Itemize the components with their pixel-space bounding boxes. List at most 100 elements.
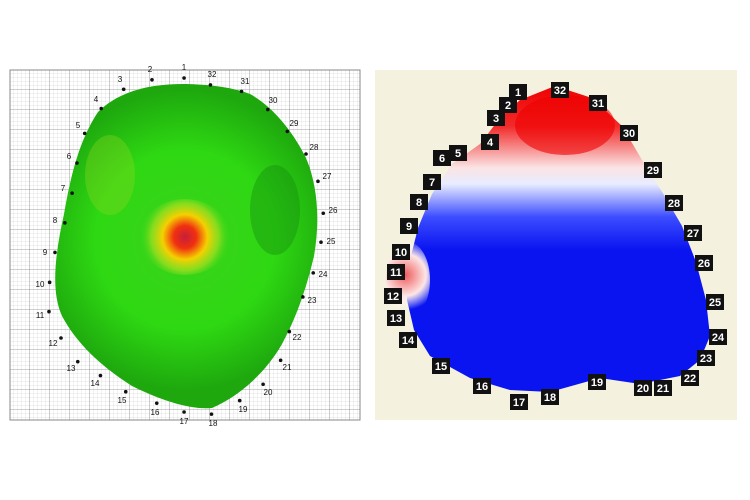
electrode-label: 28: [310, 143, 319, 152]
electrode-label: 14: [402, 335, 415, 347]
electrode-box: [510, 394, 528, 410]
electrode-box: [634, 380, 652, 396]
electrode-dot: [99, 106, 104, 111]
electrode-dot: [319, 240, 323, 245]
electrode-label: 13: [390, 313, 402, 325]
electrode-box: [644, 162, 662, 178]
electrode-dot: [261, 382, 265, 387]
electrode-label: 11: [390, 267, 402, 279]
electrode-label: 26: [698, 258, 710, 270]
electrode-dot: [75, 359, 80, 364]
electrode-label: 2: [148, 65, 153, 74]
electrode-label: 30: [623, 128, 635, 140]
electrode-label: 10: [395, 247, 407, 259]
electrode-box: [665, 195, 683, 211]
electrode-box: [654, 380, 672, 396]
electrode-box: [499, 97, 517, 113]
electrode-label: 32: [554, 85, 566, 97]
electrode-box: [487, 110, 505, 126]
electrode-label: 29: [290, 119, 299, 128]
electrode-dot: [265, 107, 270, 112]
electrode-box: [387, 310, 405, 326]
electrode-label: 4: [94, 95, 99, 104]
electrode-dot: [237, 398, 242, 403]
electrode-label: 9: [406, 221, 412, 233]
electrode-label: 30: [269, 96, 278, 105]
electrode-dot: [316, 179, 320, 184]
electrode-label: 22: [684, 373, 696, 385]
electrode-label: 18: [544, 392, 556, 404]
electrode-label: 3: [493, 113, 499, 125]
electrode-box: [709, 329, 727, 345]
electrode-box: [706, 294, 724, 310]
electrode-label: 3: [118, 75, 123, 84]
electrode-dot: [75, 161, 79, 165]
electrode-box: [697, 350, 715, 366]
electrode-label: 15: [435, 361, 447, 373]
electrode-dot: [239, 89, 244, 94]
electrode-dot: [82, 131, 87, 136]
electrode-label: 16: [476, 381, 488, 393]
electrode-box: [400, 218, 418, 234]
electrode-dot: [47, 309, 51, 314]
electrode-label: 7: [429, 177, 435, 189]
electrode-label: 6: [439, 153, 445, 165]
electrode-dot: [59, 336, 63, 340]
electrode-dot: [150, 78, 154, 82]
electrode-dot: [208, 83, 213, 87]
electrode-label: 9: [43, 248, 48, 257]
electrode-box: [551, 82, 569, 98]
electrode-box: [399, 332, 417, 348]
electrode-label: 17: [180, 417, 189, 426]
electrode-label: 24: [319, 270, 328, 279]
map-shading: [250, 165, 300, 255]
electrode-label: 4: [487, 137, 494, 149]
electrode-label: 25: [327, 237, 336, 246]
electrode-label: 32: [208, 70, 217, 79]
electrode-dot: [154, 401, 159, 405]
electrode-label: 1: [182, 63, 187, 72]
electrode-box: [589, 95, 607, 111]
electrode-box: [681, 370, 699, 386]
electrode-label: 31: [592, 98, 604, 110]
electrode-box: [509, 84, 527, 100]
electrode-dot: [47, 280, 52, 285]
electrode-dot: [321, 211, 326, 216]
map-shading: [85, 135, 135, 215]
electrode-box: [620, 125, 638, 141]
electrode-box: [449, 145, 467, 161]
electrode-label: 27: [323, 172, 332, 181]
electrode-dot: [301, 295, 305, 299]
electrode-dot: [63, 221, 67, 225]
electrode-label: 19: [591, 377, 603, 389]
electrode-dot: [98, 373, 103, 378]
electrode-label: 12: [387, 291, 399, 303]
electrode-box: [384, 288, 402, 304]
electrode-box: [473, 378, 491, 394]
electrode-label: 12: [49, 339, 58, 348]
electrode-label: 20: [637, 383, 649, 395]
electrode-label: 16: [151, 408, 160, 417]
electrode-box: [684, 225, 702, 241]
electrode-box: [387, 264, 405, 280]
electrode-dot: [70, 191, 74, 195]
electrode-dot: [311, 271, 316, 275]
electrode-label: 13: [67, 364, 76, 373]
electrode-label: 5: [76, 121, 81, 130]
electrode-label: 23: [308, 296, 317, 305]
electrode-label: 8: [53, 216, 58, 225]
potential-map-red-blue: [407, 86, 710, 392]
electrode-dot: [182, 76, 186, 80]
electrode-label: 29: [647, 165, 659, 177]
electrode-box: [695, 255, 713, 271]
electrode-label: 19: [239, 405, 248, 414]
electrode-label: 21: [283, 363, 292, 372]
electrode-dot: [278, 358, 283, 363]
electrode-dot: [53, 250, 57, 255]
electrode-label: 17: [513, 397, 525, 409]
electrode-label: 26: [329, 206, 338, 215]
electrode-label: 11: [36, 311, 45, 320]
electrode-label: 14: [91, 379, 100, 388]
